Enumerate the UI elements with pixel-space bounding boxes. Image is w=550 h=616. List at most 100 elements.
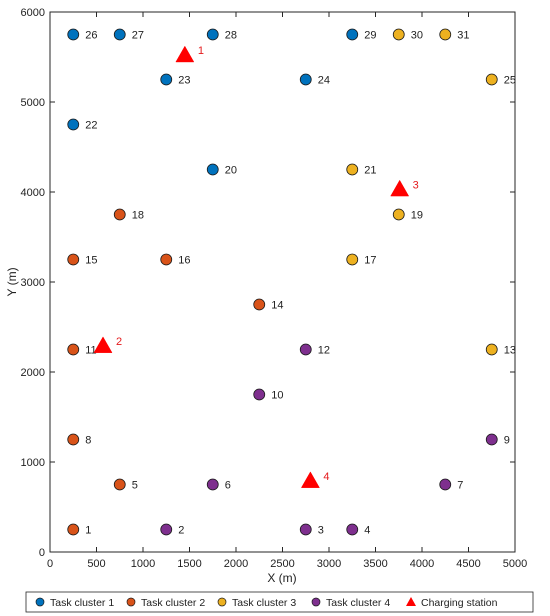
- y-tick-label: 3000: [21, 277, 45, 289]
- charging-station-label: 1: [198, 45, 204, 57]
- task-point-label: 26: [85, 30, 97, 42]
- legend-marker-triangle: [406, 597, 416, 606]
- y-tick-label: 4000: [21, 187, 45, 199]
- x-tick-label: 4500: [456, 558, 480, 570]
- task-point-marker: [299, 73, 312, 86]
- task-point-marker: [113, 28, 126, 41]
- y-tick-label: 5000: [21, 97, 45, 109]
- task-point-label: 22: [85, 120, 97, 132]
- task-point-marker: [439, 478, 452, 491]
- x-tick-label: 500: [87, 558, 105, 570]
- task-point-label: 2: [178, 525, 184, 537]
- task-point-label: 18: [132, 210, 144, 222]
- y-tick-label: 2000: [21, 367, 45, 379]
- charging-station-label: 3: [413, 179, 419, 191]
- task-point-label: 10: [271, 390, 283, 402]
- task-point-marker: [392, 208, 405, 221]
- task-point-marker: [160, 253, 173, 266]
- legend-marker-circle: [311, 597, 321, 607]
- task-point-label: 15: [85, 255, 97, 267]
- legend-entry-label: Charging station: [421, 597, 498, 609]
- y-tick-label: 6000: [21, 7, 45, 19]
- legend-entry-label: Task cluster 3: [232, 597, 296, 609]
- task-point-marker: [67, 343, 80, 356]
- plot-area-frame: [49, 11, 516, 553]
- task-point-label: 9: [504, 435, 510, 447]
- task-point-marker: [299, 343, 312, 356]
- task-point-marker: [113, 208, 126, 221]
- task-point-marker: [253, 388, 266, 401]
- task-point-label: 27: [132, 30, 144, 42]
- y-tick-label: 1000: [21, 457, 45, 469]
- charging-station-marker: [300, 471, 320, 488]
- charging-station-label: 2: [116, 336, 122, 348]
- task-point-label: 17: [364, 255, 376, 267]
- task-point-marker: [206, 163, 219, 176]
- x-axis-label: X (m): [267, 571, 296, 585]
- task-point-label: 3: [318, 525, 324, 537]
- task-point-marker: [439, 28, 452, 41]
- task-point-label: 24: [318, 75, 330, 87]
- charging-station-marker: [93, 336, 113, 353]
- charging-station-marker: [175, 45, 195, 63]
- task-point-label: 30: [411, 30, 423, 42]
- task-point-marker: [160, 73, 173, 86]
- task-point-marker: [346, 253, 359, 266]
- task-point-label: 23: [178, 75, 190, 87]
- task-point-marker: [346, 163, 359, 176]
- task-point-marker: [346, 523, 359, 536]
- task-point-label: 29: [364, 30, 376, 42]
- legend-entry-label: Task cluster 4: [326, 597, 390, 609]
- x-tick-label: 3500: [363, 558, 387, 570]
- task-point-marker: [67, 28, 80, 41]
- task-point-label: 8: [85, 435, 91, 447]
- task-point-label: 28: [225, 30, 237, 42]
- x-tick-label: 1000: [131, 558, 155, 570]
- task-point-marker: [392, 28, 405, 41]
- task-point-marker: [299, 523, 312, 536]
- task-point-label: 6: [225, 480, 231, 492]
- x-tick-label: 2500: [270, 558, 294, 570]
- legend-marker-circle: [217, 597, 227, 607]
- task-point-label: 1: [85, 525, 91, 537]
- task-point-marker: [253, 298, 266, 311]
- task-point-marker: [67, 523, 80, 536]
- task-point-marker: [485, 73, 498, 86]
- legend-marker-circle: [126, 597, 136, 607]
- legend-entry-label: Task cluster 2: [141, 597, 205, 609]
- legend-box: [25, 591, 534, 613]
- axis-ticks: 0 500 1000 1500 2000 2500 3000 3500 4000 4500 5000…: [21, 7, 528, 570]
- task-point-label: 31: [457, 30, 469, 42]
- series-group: 13 17 19 21 25 30 31: [346, 28, 516, 357]
- charging-station-marker: [390, 179, 410, 197]
- series-group: 2 3 4 6 7 9 10 12: [160, 343, 510, 537]
- task-point-marker: [206, 478, 219, 491]
- x-tick-label: 1500: [177, 558, 201, 570]
- task-point-label: 5: [132, 480, 138, 492]
- x-tick-label: 5000: [503, 558, 527, 570]
- task-point-label: 20: [225, 165, 237, 177]
- task-point-label: 7: [457, 480, 463, 492]
- task-point-marker: [67, 433, 80, 446]
- x-tick-label: 4000: [410, 558, 434, 570]
- task-point-marker: [160, 523, 173, 536]
- x-tick-label: 0: [47, 558, 53, 570]
- legend: Task cluster 1 Task cluster 2 Task cluster…: [25, 591, 534, 613]
- legend-entry-label: Task cluster 1: [50, 597, 114, 609]
- task-point-label: 11: [85, 345, 96, 357]
- task-point-label: 13: [504, 345, 516, 357]
- charging-station-label: 4: [323, 471, 329, 483]
- x-tick-label: 3000: [317, 558, 341, 570]
- task-point-label: 12: [318, 345, 330, 357]
- series-group: 20 22 23 24 26 27 28 29: [67, 28, 377, 177]
- task-point-marker: [485, 433, 498, 446]
- task-point-marker: [113, 478, 126, 491]
- task-point-label: 21: [364, 165, 376, 177]
- task-point-label: 4: [364, 525, 370, 537]
- y-axis-label: Y (m): [5, 267, 19, 296]
- task-point-label: 19: [411, 210, 423, 222]
